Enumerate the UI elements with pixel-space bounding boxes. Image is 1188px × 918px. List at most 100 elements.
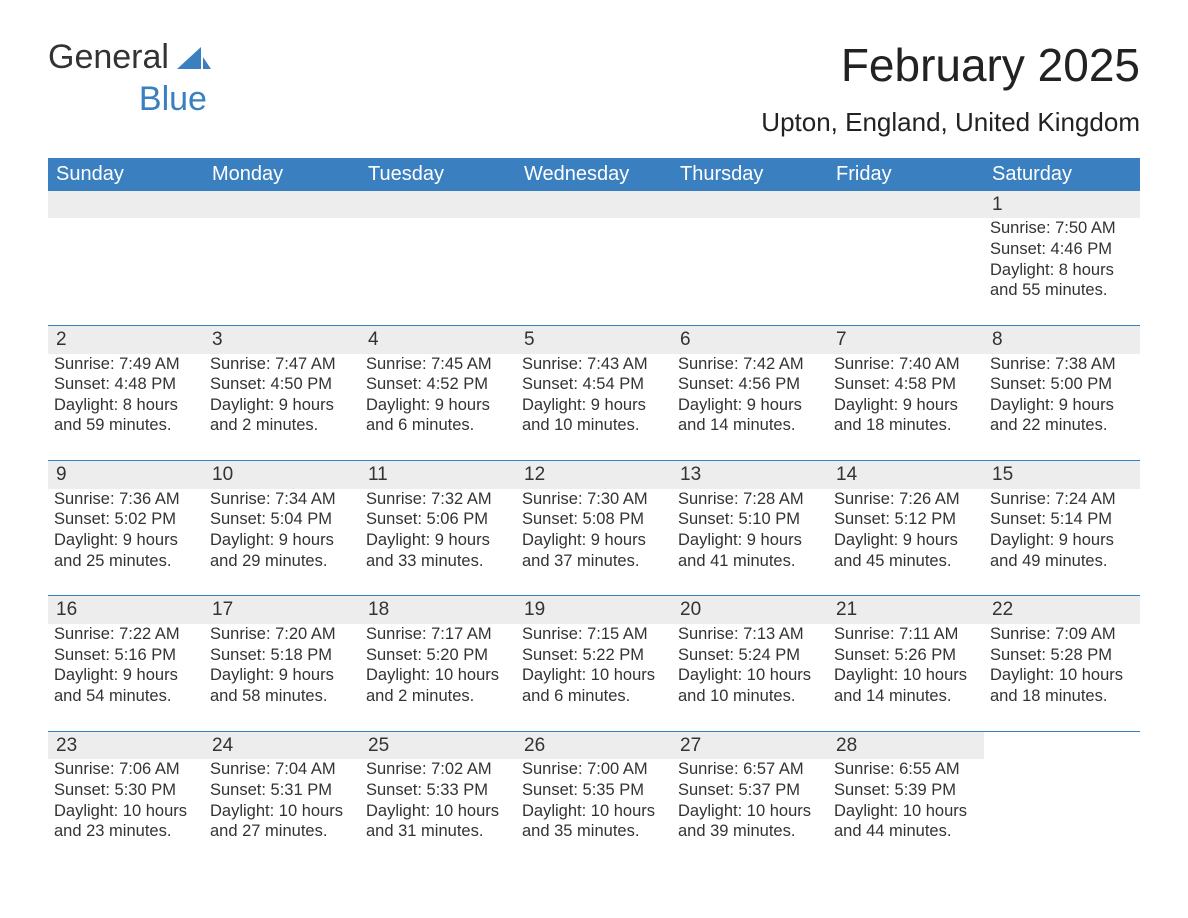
day-number-cell: 28 [828, 731, 984, 759]
daylight2-text: and 31 minutes. [366, 821, 510, 842]
logo: General Blue [48, 40, 213, 102]
sunrise-text: Sunrise: 6:55 AM [834, 759, 978, 780]
weekday-header: Saturday [984, 158, 1140, 191]
day-detail-cell [204, 218, 360, 325]
day-detail-cell: Sunrise: 7:20 AMSunset: 5:18 PMDaylight:… [204, 624, 360, 731]
day-number-cell: 16 [48, 596, 204, 624]
calendar-table: Sunday Monday Tuesday Wednesday Thursday… [48, 158, 1140, 866]
sunrise-text: Sunrise: 7:13 AM [678, 624, 822, 645]
day-detail-cell: Sunrise: 6:55 AMSunset: 5:39 PMDaylight:… [828, 759, 984, 866]
sunset-text: Sunset: 5:16 PM [54, 645, 198, 666]
weekday-header: Sunday [48, 158, 204, 191]
day-detail-cell: Sunrise: 7:22 AMSunset: 5:16 PMDaylight:… [48, 624, 204, 731]
detail-row: Sunrise: 7:50 AMSunset: 4:46 PMDaylight:… [48, 218, 1140, 325]
logo-text-blue: Blue [139, 82, 207, 116]
sunset-text: Sunset: 4:48 PM [54, 374, 198, 395]
daylight1-text: Daylight: 10 hours [678, 665, 822, 686]
daylight1-text: Daylight: 9 hours [366, 530, 510, 551]
day-number-cell: 11 [360, 461, 516, 489]
daylight1-text: Daylight: 10 hours [522, 801, 666, 822]
daylight2-text: and 10 minutes. [678, 686, 822, 707]
day-number-cell: 23 [48, 731, 204, 759]
day-number-cell: 15 [984, 461, 1140, 489]
day-number-cell [204, 191, 360, 219]
daylight1-text: Daylight: 9 hours [834, 530, 978, 551]
day-number-cell: 10 [204, 461, 360, 489]
sunset-text: Sunset: 5:26 PM [834, 645, 978, 666]
daylight1-text: Daylight: 9 hours [366, 395, 510, 416]
day-detail-cell: Sunrise: 6:57 AMSunset: 5:37 PMDaylight:… [672, 759, 828, 866]
day-detail-cell: Sunrise: 7:15 AMSunset: 5:22 PMDaylight:… [516, 624, 672, 731]
daylight2-text: and 27 minutes. [210, 821, 354, 842]
day-number-cell: 22 [984, 596, 1140, 624]
day-number-cell: 8 [984, 325, 1140, 353]
weekday-header: Thursday [672, 158, 828, 191]
day-number-cell: 19 [516, 596, 672, 624]
sunrise-text: Sunrise: 7:02 AM [366, 759, 510, 780]
daylight2-text: and 41 minutes. [678, 551, 822, 572]
sunrise-text: Sunrise: 7:45 AM [366, 354, 510, 375]
daylight2-text: and 54 minutes. [54, 686, 198, 707]
day-number-cell: 25 [360, 731, 516, 759]
day-number-cell [984, 731, 1140, 759]
daylight1-text: Daylight: 9 hours [210, 665, 354, 686]
weekday-header: Wednesday [516, 158, 672, 191]
day-detail-cell: Sunrise: 7:47 AMSunset: 4:50 PMDaylight:… [204, 354, 360, 461]
day-detail-cell [672, 218, 828, 325]
day-number-cell [360, 191, 516, 219]
day-detail-cell: Sunrise: 7:38 AMSunset: 5:00 PMDaylight:… [984, 354, 1140, 461]
daylight2-text: and 14 minutes. [834, 686, 978, 707]
sunrise-text: Sunrise: 7:47 AM [210, 354, 354, 375]
sunset-text: Sunset: 4:50 PM [210, 374, 354, 395]
sunrise-text: Sunrise: 7:34 AM [210, 489, 354, 510]
sunset-text: Sunset: 5:14 PM [990, 509, 1134, 530]
sunrise-text: Sunrise: 7:42 AM [678, 354, 822, 375]
detail-row: Sunrise: 7:06 AMSunset: 5:30 PMDaylight:… [48, 759, 1140, 866]
daylight1-text: Daylight: 9 hours [834, 395, 978, 416]
sunrise-text: Sunrise: 7:38 AM [990, 354, 1134, 375]
daylight2-text: and 2 minutes. [210, 415, 354, 436]
daylight2-text: and 6 minutes. [522, 686, 666, 707]
day-detail-cell: Sunrise: 7:49 AMSunset: 4:48 PMDaylight:… [48, 354, 204, 461]
day-detail-cell [984, 759, 1140, 866]
day-detail-cell: Sunrise: 7:24 AMSunset: 5:14 PMDaylight:… [984, 489, 1140, 596]
daylight2-text: and 55 minutes. [990, 280, 1134, 301]
daylight1-text: Daylight: 10 hours [210, 801, 354, 822]
sunrise-text: Sunrise: 7:32 AM [366, 489, 510, 510]
daylight1-text: Daylight: 10 hours [834, 665, 978, 686]
daylight2-text: and 33 minutes. [366, 551, 510, 572]
day-detail-cell: Sunrise: 7:13 AMSunset: 5:24 PMDaylight:… [672, 624, 828, 731]
sunset-text: Sunset: 5:12 PM [834, 509, 978, 530]
weekday-header: Friday [828, 158, 984, 191]
day-number-cell [516, 191, 672, 219]
day-number-cell: 6 [672, 325, 828, 353]
daynum-row: 16171819202122 [48, 596, 1140, 624]
sunset-text: Sunset: 5:04 PM [210, 509, 354, 530]
sunset-text: Sunset: 5:31 PM [210, 780, 354, 801]
sunset-text: Sunset: 4:46 PM [990, 239, 1134, 260]
daynum-row: 2345678 [48, 325, 1140, 353]
weekday-header: Monday [204, 158, 360, 191]
day-number-cell: 12 [516, 461, 672, 489]
sunset-text: Sunset: 5:35 PM [522, 780, 666, 801]
sunset-text: Sunset: 5:08 PM [522, 509, 666, 530]
daylight2-text: and 39 minutes. [678, 821, 822, 842]
daylight2-text: and 29 minutes. [210, 551, 354, 572]
daylight2-text: and 35 minutes. [522, 821, 666, 842]
daylight1-text: Daylight: 9 hours [990, 395, 1134, 416]
day-detail-cell: Sunrise: 7:45 AMSunset: 4:52 PMDaylight:… [360, 354, 516, 461]
day-detail-cell [516, 218, 672, 325]
sunrise-text: Sunrise: 7:50 AM [990, 218, 1134, 239]
daylight1-text: Daylight: 10 hours [990, 665, 1134, 686]
day-number-cell [672, 191, 828, 219]
daylight1-text: Daylight: 10 hours [54, 801, 198, 822]
daylight2-text: and 22 minutes. [990, 415, 1134, 436]
sunset-text: Sunset: 5:20 PM [366, 645, 510, 666]
daylight2-text: and 18 minutes. [990, 686, 1134, 707]
sunset-text: Sunset: 5:30 PM [54, 780, 198, 801]
sunrise-text: Sunrise: 7:49 AM [54, 354, 198, 375]
daylight2-text: and 23 minutes. [54, 821, 198, 842]
sunrise-text: Sunrise: 7:11 AM [834, 624, 978, 645]
day-number-cell: 24 [204, 731, 360, 759]
weekday-header: Tuesday [360, 158, 516, 191]
